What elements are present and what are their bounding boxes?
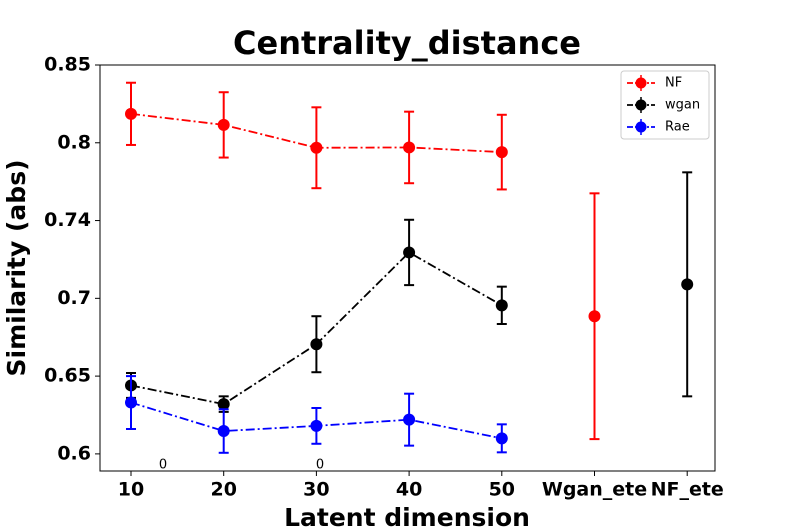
marker [217,398,230,411]
y-tick-label: 0.8 [57,131,91,153]
legend-label: NF [665,76,682,91]
plot-frame [99,64,716,472]
marker [403,246,416,259]
y-tick-label: 0.85 [44,54,91,76]
x-tick-label: 10 [118,479,144,501]
x-tick-label: 20 [210,479,236,501]
legend-label: wgan [665,98,700,113]
annotation: 0 [316,458,324,473]
annotation: 0 [159,458,167,473]
marker [217,118,230,131]
legend-marker [635,77,647,89]
marker [217,425,230,438]
marker [588,310,601,323]
x-tick-label: Wgan_ete [542,479,647,501]
marker [310,338,323,351]
x-axis-label: Latent dimension [284,503,530,530]
y-axis-label: Similarity (abs) [2,160,31,377]
y-tick-label: 0.65 [44,365,91,387]
x-tick-label: 50 [489,479,515,501]
marker [403,413,416,426]
x-tick-label: 30 [303,479,329,501]
marker [495,146,508,159]
chart-title: Centrality_distance [233,24,581,62]
marker [681,278,694,291]
marker [403,141,416,154]
y-tick-label: 0.74 [44,209,91,231]
legend-marker [635,99,647,111]
marker [125,107,137,120]
marker [310,419,323,432]
marker [495,299,508,312]
legend-label: Rae [665,120,690,135]
x-tick-label: 40 [396,479,422,501]
y-tick-label: 0.6 [57,442,91,464]
x-tick-label: NF_ete [651,479,724,501]
marker [125,396,137,409]
marker [495,432,508,445]
y-tick-label: 0.7 [57,287,91,309]
legend-marker [635,121,647,133]
marker [310,141,323,154]
